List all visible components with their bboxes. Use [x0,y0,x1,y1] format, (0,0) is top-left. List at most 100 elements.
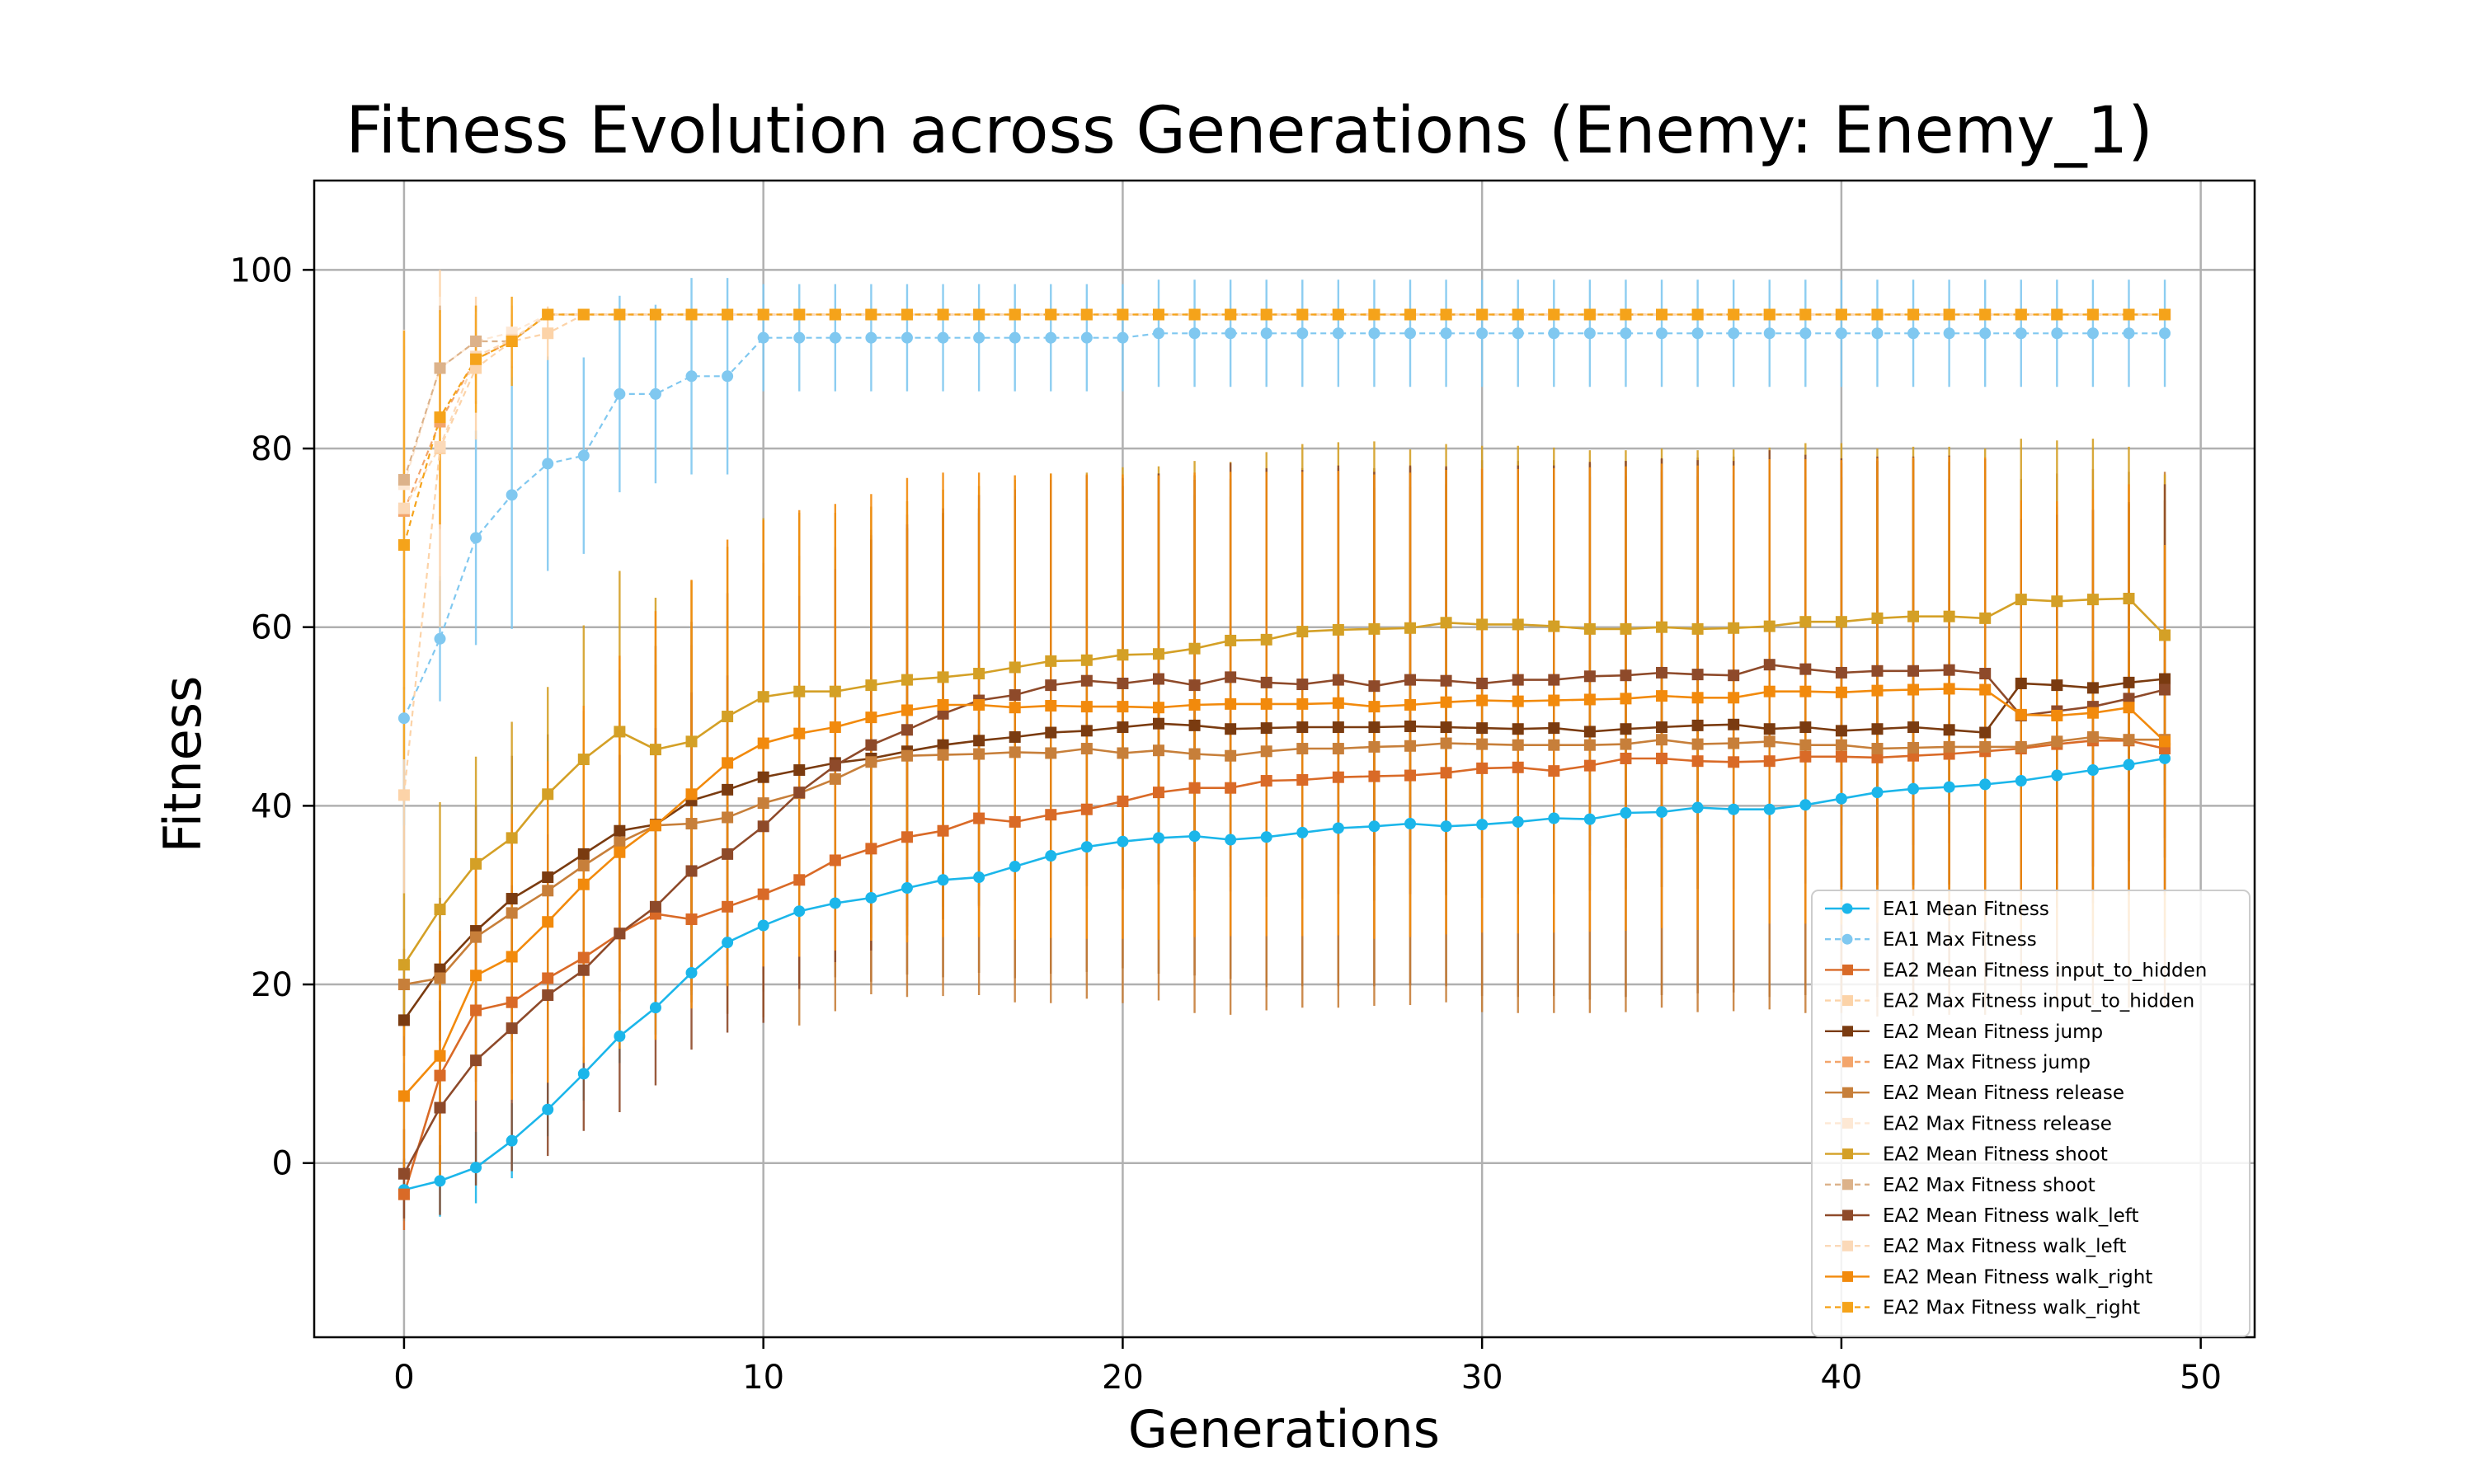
data-point [614,836,626,848]
data-point [722,757,734,769]
data-point [2159,308,2171,321]
data-point [1117,747,1129,759]
legend-entry-label: EA1 Max Fitness [1883,929,2037,951]
data-point [577,848,590,860]
data-point [973,698,985,711]
data-point [1080,674,1093,687]
data-point [1188,748,1201,760]
data-point [1871,787,1884,799]
data-point [1332,308,1344,321]
data-point [1799,799,1812,811]
data-point [1045,679,1057,692]
data-point [1835,739,1847,751]
data-point [1225,671,1237,683]
legend-swatch-marker [1842,1302,1853,1313]
data-point [1476,327,1489,340]
data-point [2051,595,2063,608]
data-point [2123,702,2135,714]
data-point [757,308,769,321]
data-point [1080,743,1093,755]
data-point [1404,327,1417,340]
data-point [577,878,590,890]
legend-box [1811,890,2251,1337]
legend-entry-label: EA1 Mean Fitness [1883,899,2049,920]
data-point [1907,308,1920,321]
data-point [649,1002,661,1014]
data-point [2159,752,2171,764]
data-point [1656,327,1668,340]
data-point [1512,761,1524,773]
data-point [722,308,734,321]
data-point [1728,737,1740,749]
data-point [649,819,661,832]
data-point [1260,308,1272,321]
data-point [1260,775,1272,787]
data-point [1117,677,1129,689]
data-point [577,1068,590,1080]
data-point [865,756,877,768]
data-point [1476,618,1489,631]
data-point [1656,308,1668,321]
data-point [1476,722,1489,735]
data-point [1296,721,1309,734]
data-point [1548,722,1560,735]
data-point [685,735,698,748]
data-point [1763,327,1776,340]
data-point [1117,308,1129,321]
data-point [1871,308,1884,321]
data-point [1512,327,1524,340]
data-point [829,897,841,909]
data-point [506,1134,518,1147]
data-point [722,783,734,796]
data-point [937,698,949,711]
data-point [2123,327,2135,340]
data-point [614,846,626,858]
data-point [973,735,985,747]
data-point [542,916,554,928]
data-point [1728,327,1740,340]
data-point [685,913,698,925]
data-point [1656,805,1668,818]
data-point [1404,674,1417,686]
data-point [1404,769,1417,782]
data-point [1512,695,1524,707]
data-point [757,331,769,344]
data-point [1656,666,1668,679]
data-point [1691,692,1704,704]
data-point [1009,861,1021,873]
data-point [1440,737,1452,749]
data-point [2015,708,2027,721]
data-point [1979,740,1992,753]
data-point [1871,743,1884,755]
data-point [577,308,590,321]
data-point [685,865,698,877]
data-point [1943,683,1955,695]
data-point [2086,730,2099,743]
data-point [1009,815,1021,828]
data-point [2123,693,2135,705]
data-point [1117,331,1129,344]
data-point [397,1188,410,1200]
data-point [1045,850,1057,862]
data-point [1152,308,1164,321]
data-point [1440,617,1452,629]
legend-swatch-marker [1842,1056,1853,1068]
data-point [1080,725,1093,737]
data-point [1583,739,1596,751]
data-point [973,748,985,760]
data-point [722,900,734,913]
data-point [1117,721,1129,734]
legend-entry-label: EA2 Max Fitness walk_left [1883,1236,2126,1257]
data-point [1583,622,1596,635]
legend-entry-label: EA2 Max Fitness shoot [1883,1175,2095,1196]
data-point [722,811,734,824]
data-point [901,674,913,686]
data-point [793,787,806,799]
data-point [1763,685,1776,697]
legend-swatch-marker [1842,995,1853,1007]
data-point [506,907,518,919]
data-point [1799,750,1812,763]
data-point [722,848,734,860]
data-point [1440,721,1452,734]
data-point [1009,730,1021,743]
